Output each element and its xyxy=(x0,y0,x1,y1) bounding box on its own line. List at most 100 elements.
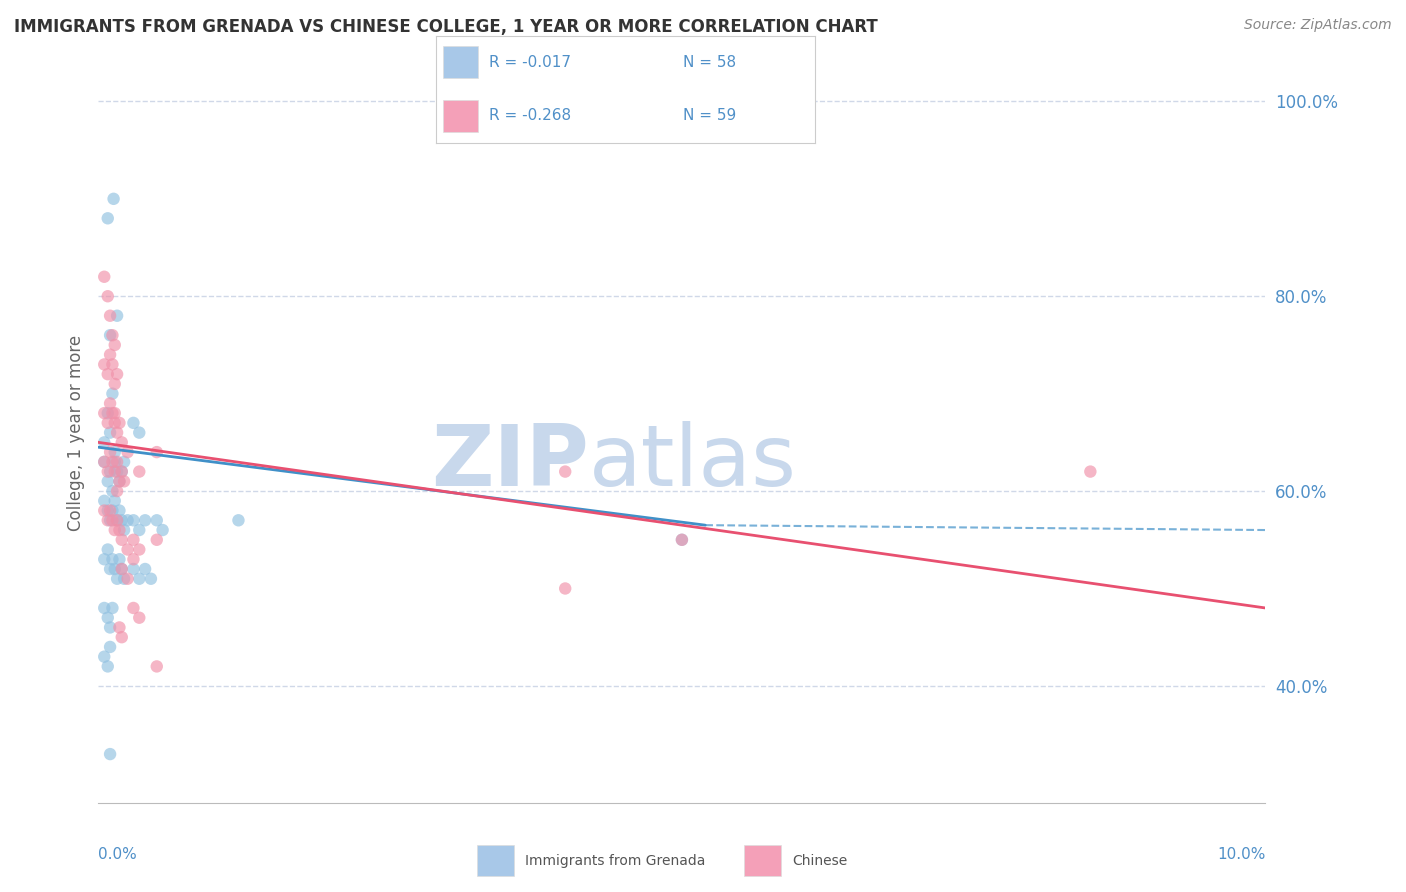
Text: ZIP: ZIP xyxy=(430,421,589,504)
Text: Source: ZipAtlas.com: Source: ZipAtlas.com xyxy=(1244,18,1392,32)
Point xyxy=(105,367,128,381)
Point xyxy=(152,523,174,537)
Point xyxy=(111,630,134,644)
Point xyxy=(98,328,121,343)
Point xyxy=(98,503,121,517)
Text: 10.0%: 10.0% xyxy=(1218,847,1265,863)
Point xyxy=(105,309,128,323)
Point xyxy=(105,572,128,586)
Point xyxy=(112,455,135,469)
Point xyxy=(108,475,131,489)
Point xyxy=(146,513,169,527)
Point xyxy=(104,406,127,420)
Point xyxy=(93,406,115,420)
Point xyxy=(146,445,169,459)
Point xyxy=(104,455,127,469)
Point xyxy=(104,416,127,430)
Point xyxy=(228,513,250,527)
Point xyxy=(122,416,145,430)
Text: 0.0%: 0.0% xyxy=(98,847,138,863)
Point xyxy=(104,562,127,576)
Point xyxy=(111,435,134,450)
Point xyxy=(97,475,120,489)
Point xyxy=(97,503,120,517)
Point xyxy=(101,513,124,527)
Point xyxy=(105,513,128,527)
Point xyxy=(97,465,120,479)
Point xyxy=(97,289,120,303)
Point xyxy=(93,552,115,566)
Point xyxy=(128,572,150,586)
Point xyxy=(98,309,121,323)
Point xyxy=(101,358,124,372)
Point xyxy=(93,649,115,664)
Point xyxy=(101,406,124,420)
Point xyxy=(93,493,115,508)
Point xyxy=(104,465,127,479)
Point xyxy=(117,572,139,586)
Point xyxy=(105,465,128,479)
Point xyxy=(112,572,135,586)
FancyBboxPatch shape xyxy=(443,46,478,78)
Point xyxy=(93,503,115,517)
Point xyxy=(122,513,145,527)
Point xyxy=(146,659,169,673)
Point xyxy=(104,445,127,459)
Point xyxy=(146,533,169,547)
Point xyxy=(98,513,121,527)
Point xyxy=(108,416,131,430)
Point xyxy=(101,455,124,469)
Point xyxy=(97,211,120,226)
Point xyxy=(122,562,145,576)
Text: N = 58: N = 58 xyxy=(683,55,735,70)
FancyBboxPatch shape xyxy=(443,100,478,132)
Point xyxy=(111,562,134,576)
Point xyxy=(117,542,139,557)
Point xyxy=(671,533,693,547)
Point xyxy=(122,533,145,547)
Point xyxy=(98,445,121,459)
Point xyxy=(117,513,139,527)
Point xyxy=(108,475,131,489)
Point xyxy=(111,533,134,547)
Point xyxy=(105,513,128,527)
Point xyxy=(101,503,124,517)
Point xyxy=(97,367,120,381)
Point xyxy=(97,416,120,430)
Point xyxy=(128,425,150,440)
Point xyxy=(101,601,124,615)
Point xyxy=(554,465,576,479)
Point xyxy=(122,552,145,566)
Point xyxy=(101,328,124,343)
Point xyxy=(1080,465,1102,479)
Point xyxy=(111,562,134,576)
Point xyxy=(111,513,134,527)
Text: R = -0.268: R = -0.268 xyxy=(489,109,571,123)
Point xyxy=(128,523,150,537)
Point xyxy=(128,542,150,557)
Point xyxy=(134,562,156,576)
Text: N = 59: N = 59 xyxy=(683,109,735,123)
Text: R = -0.017: R = -0.017 xyxy=(489,55,571,70)
Y-axis label: College, 1 year or more: College, 1 year or more xyxy=(66,334,84,531)
Point xyxy=(93,601,115,615)
Point xyxy=(139,572,162,586)
Point xyxy=(101,552,124,566)
Point xyxy=(93,455,115,469)
Point xyxy=(111,465,134,479)
Point xyxy=(98,425,121,440)
Point xyxy=(554,582,576,596)
Point xyxy=(93,435,115,450)
Point xyxy=(122,601,145,615)
Point xyxy=(98,640,121,654)
Point xyxy=(101,484,124,499)
Point xyxy=(93,358,115,372)
Point xyxy=(98,620,121,634)
Point xyxy=(97,659,120,673)
Point xyxy=(108,503,131,517)
Point xyxy=(104,338,127,352)
Point xyxy=(93,455,115,469)
Point xyxy=(112,475,135,489)
Text: Chinese: Chinese xyxy=(792,854,846,868)
Point xyxy=(98,747,121,761)
